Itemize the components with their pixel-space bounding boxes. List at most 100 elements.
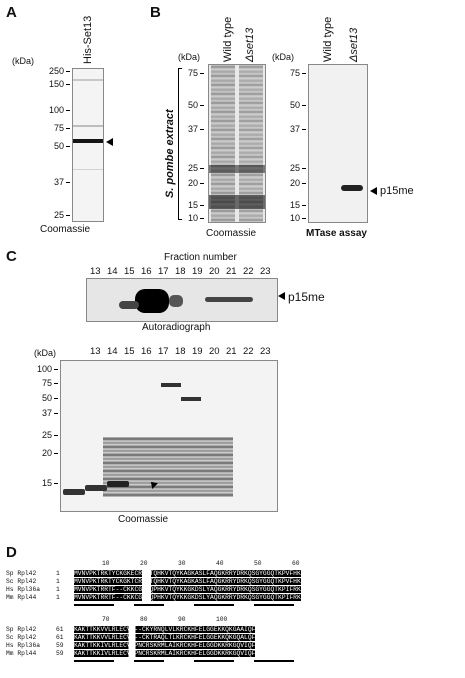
sequence-row: KAKTTKKVVLRLECVS--CKYRNQLVLKRCKHFELGGEKK… [74,626,256,633]
marker-label-50: 50 [53,141,64,151]
marker-label-20: 20 [187,178,198,188]
fraction-16: 16 [141,266,152,277]
residue-number: 90 [178,616,186,623]
marker-label-100: 100 [48,105,64,115]
residue-number: 60 [292,560,300,567]
start-residue: 59 [56,642,64,649]
structure-underline [194,604,234,606]
fraction-19: 19 [192,266,203,277]
marker-tick [302,218,306,219]
panel-c-letter: C [6,248,17,265]
sequence-row: MVNVPKTRRTF--CKKCGKHQPHKVTQYKKGKDSLYAQGK… [74,594,301,601]
structure-underline [134,660,164,662]
species-name: Sc Rpl42 [6,634,37,641]
residue-number: 40 [216,560,224,567]
sequence-row: MVNVPKTRRTF--CKKCGKHQPHKVTQYKKGKDSLYAQGK… [74,586,301,593]
structure-underline [194,660,234,662]
sequence-row: MVNVPKTRKTYCKGKECRKHTQHKVTQYKAGKASLFAQGK… [74,570,301,577]
panel-c-fraction-title: Fraction number [164,252,237,263]
fraction-18: 18 [175,266,186,277]
residue-number: 100 [216,616,228,623]
fraction-20: 20 [209,266,220,277]
marker-tick [54,483,58,484]
panel-b-mtase-gel [308,64,368,223]
marker-tick [66,128,70,129]
marker-label-50: 50 [41,393,52,403]
structure-underline [254,660,294,662]
marker-tick [200,129,204,130]
panel-b-caption-coomassie: Coomassie [206,228,257,239]
start-residue: 1 [56,578,60,585]
marker-tick [302,183,306,184]
marker-label-37: 37 [187,124,198,134]
marker-label-37: 37 [289,124,300,134]
marker-label-250: 250 [48,66,64,76]
marker-label-20: 20 [41,448,52,458]
marker-label-100: 100 [36,364,52,374]
marker-tick [302,168,306,169]
marker-label-15: 15 [41,478,52,488]
fraction-23: 23 [260,346,271,357]
fraction-23: 23 [260,266,271,277]
marker-label-10: 10 [187,213,198,223]
marker-tick [54,398,58,399]
panel-c-p15me-label: p15me [288,290,325,304]
panel-b-p15me-arrow [370,187,377,195]
residue-number: 10 [102,560,110,567]
panel-b-coomassie-gel [208,64,266,223]
fraction-14: 14 [107,266,118,277]
start-residue: 61 [56,626,64,633]
marker-label-25: 25 [53,210,64,220]
marker-tick [66,71,70,72]
panel-c-caption-coomassie: Coomassie [118,514,169,525]
fraction-22: 22 [243,266,254,277]
marker-label-150: 150 [48,79,64,89]
panel-a-gel [72,68,104,222]
panel-d-letter: D [6,544,17,561]
panel-b2-lane-delta-set13: Δset13 [348,27,360,62]
marker-label-25: 25 [41,430,52,440]
structure-underline [74,660,114,662]
panel-c-caption-autoradiograph: Autoradiograph [142,322,211,333]
panel-a-band-arrow [106,138,113,146]
panel-a-letter: A [6,4,17,21]
marker-tick [200,168,204,169]
start-residue: 61 [56,634,64,641]
fraction-13: 13 [90,346,101,357]
panel-a-kda-label: (kDa) [12,56,34,66]
fraction-21: 21 [226,346,237,357]
marker-tick [66,84,70,85]
marker-label-20: 20 [289,178,300,188]
species-name: Hs Rpl36a [6,586,41,593]
marker-label-25: 25 [187,163,198,173]
species-name: Sc Rpl42 [6,578,37,585]
sequence-row: KAKTTKKIVLRLECVEPNCRSKRMLAIKRCKHFELGGDKK… [74,650,256,657]
panel-b-letter: B [150,4,161,21]
fraction-14: 14 [107,346,118,357]
marker-label-50: 50 [187,100,198,110]
residue-number: 50 [254,560,262,567]
panel-c-coomassie-gel [60,360,278,512]
marker-label-75: 75 [41,378,52,388]
marker-tick [200,183,204,184]
marker-tick [302,73,306,74]
marker-tick [302,105,306,106]
residue-number: 30 [178,560,186,567]
marker-tick [200,205,204,206]
marker-tick [54,413,58,414]
sequence-row: KAKTTKKIVLRLECVEPNCRSKRMLAIKRCKHFELGGDKK… [74,642,256,649]
marker-label-15: 15 [187,200,198,210]
species-name: Mm Rpl44 [6,650,37,657]
marker-tick [54,383,58,384]
marker-label-25: 25 [289,163,300,173]
panel-b-p15me-label: p15me [380,185,414,197]
panel-b-side-label: S. pombe extract [164,109,176,198]
start-residue: 1 [56,586,60,593]
residue-number: 20 [140,560,148,567]
panel-a-caption: Coomassie [40,224,91,235]
panel-b2-kda-label: (kDa) [272,52,294,62]
panel-c-autoradiograph [86,278,278,322]
panel-a-lane-label: His-Set13 [82,15,94,64]
marker-label-15: 15 [289,200,300,210]
marker-tick [302,129,306,130]
